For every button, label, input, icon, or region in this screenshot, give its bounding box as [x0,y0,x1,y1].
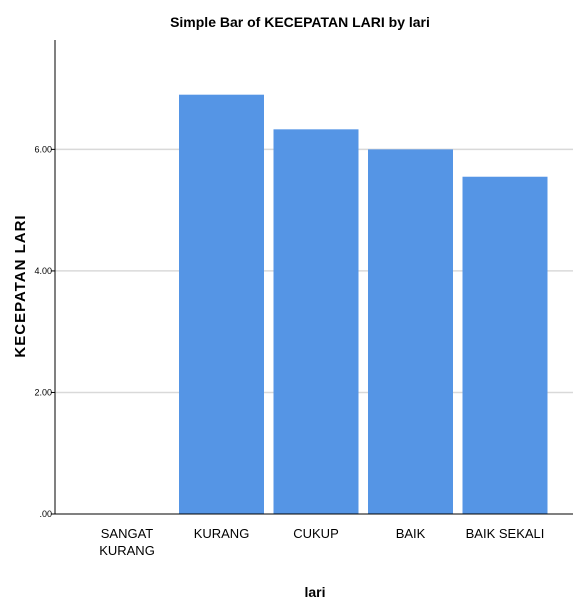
bar [179,94,264,514]
x-category-label: SANGAT KURANG [99,526,155,558]
x-category-label: BAIK [396,526,426,541]
y-tick-label: 2.00 [34,387,52,397]
x-category-label: CUKUP [293,526,339,541]
y-tick-label: 4.00 [34,266,52,276]
bar [462,176,548,514]
bar [368,149,453,514]
bars [179,94,548,515]
y-tick-labels: .00 2.00 4.00 6.00 [34,144,55,519]
y-tick-label: .00 [39,509,52,519]
y-axis-title: KECEPATAN LARI [12,214,29,357]
chart-title: Simple Bar of KECEPATAN LARI by lari [170,14,430,30]
x-category-label: BAIK SEKALI [466,526,545,541]
x-category-label: KURANG [194,526,250,541]
x-axis-title: lari [304,584,325,600]
y-tick-label: 6.00 [34,144,52,154]
bar [273,129,359,515]
x-category-labels: SANGAT KURANG KURANG CUKUP BAIK BAIK SEKALI [99,526,544,558]
